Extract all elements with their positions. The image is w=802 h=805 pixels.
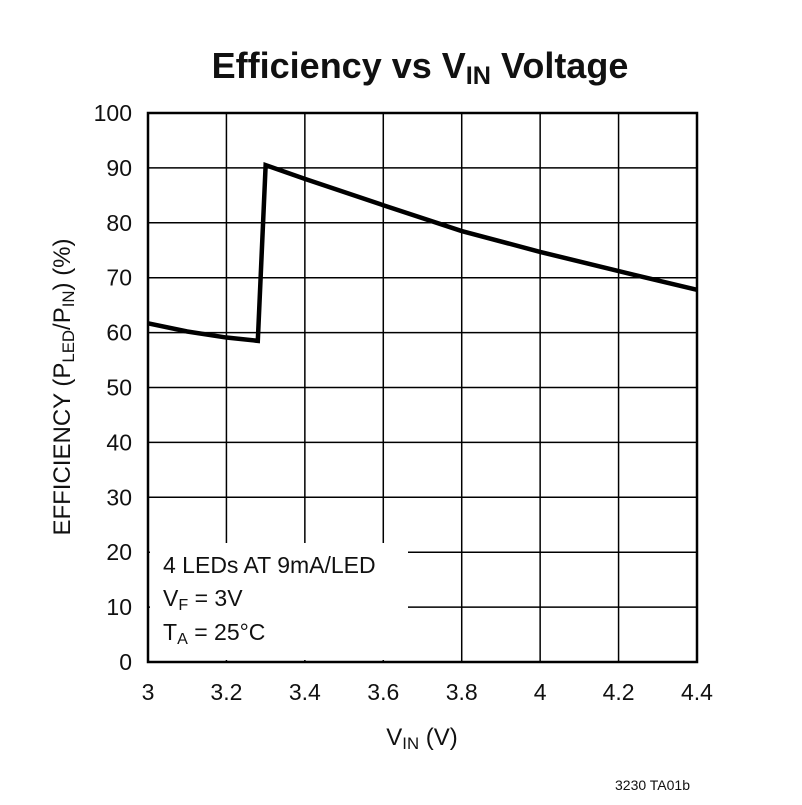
annotation-line: 4 LEDs AT 9mA/LED (163, 552, 376, 578)
x-tick-label: 4 (534, 679, 547, 705)
x-label-text: V (386, 724, 402, 751)
x-tick-label: 3.2 (210, 679, 242, 705)
y-tick-label: 60 (106, 320, 132, 346)
annotation-text: T (163, 619, 177, 645)
y-tick-label: 40 (106, 429, 132, 455)
y-tick-label: 90 (106, 155, 132, 181)
title-text: Efficiency vs V (212, 45, 466, 86)
x-tick-label: 3.6 (367, 679, 399, 705)
y-tick-label: 80 (106, 210, 132, 236)
annotation-line: TA = 25°C (163, 619, 265, 648)
title-subscript: IN (466, 62, 491, 90)
annotation-text: = 25°C (188, 619, 266, 645)
y-tick-label: 70 (106, 265, 132, 291)
annotation-text: V (163, 585, 179, 611)
y-label-text: EFFICIENCY (P (49, 363, 76, 536)
data-line (147, 162, 698, 344)
y-label-text: /P (49, 307, 76, 330)
y-tick-label: 50 (106, 375, 132, 401)
y-label-subscript: IN (59, 290, 78, 307)
chart-title: Efficiency vs VIN Voltage (212, 45, 629, 90)
title-text: Voltage (491, 45, 628, 86)
x-tick-label: 4.4 (681, 679, 713, 705)
footnote: 3230 TA01b (615, 777, 690, 793)
plot-frame (146, 111, 699, 664)
y-tick-label: 100 (94, 100, 132, 126)
x-axis-label: VIN (V) (386, 724, 457, 753)
plot-area: 0 10 20 30 40 50 60 70 80 90 100 3 3.2 3.4 3.6 3.8 4 4.2 4… (94, 100, 714, 705)
y-tick-label: 10 (106, 594, 132, 620)
annotation-line: VF = 3V (163, 585, 243, 614)
y-label-text: ) (%) (49, 238, 76, 290)
annotation-subscript: A (177, 630, 188, 648)
annotation-subscript: F (178, 596, 188, 614)
y-axis-label: EFFICIENCY (PLED/PIN) (%) (49, 238, 78, 535)
x-tick-label: 3 (142, 679, 155, 705)
annotation-background (150, 543, 408, 660)
annotation-text: = 3V (188, 585, 243, 611)
x-tick-label: 3.4 (289, 679, 321, 705)
x-label-subscript: IN (402, 734, 419, 753)
x-tick-label: 4.2 (603, 679, 635, 705)
y-label-subscript: LED (59, 330, 78, 363)
y-tick-label: 30 (106, 484, 132, 510)
x-tick-label: 3.8 (446, 679, 478, 705)
annotation: 4 LEDs AT 9mA/LED VF = 3V TA = 25°C (150, 543, 408, 660)
y-tick-label: 20 (106, 539, 132, 565)
x-label-text: (V) (419, 724, 458, 751)
y-tick-label: 0 (119, 649, 132, 675)
